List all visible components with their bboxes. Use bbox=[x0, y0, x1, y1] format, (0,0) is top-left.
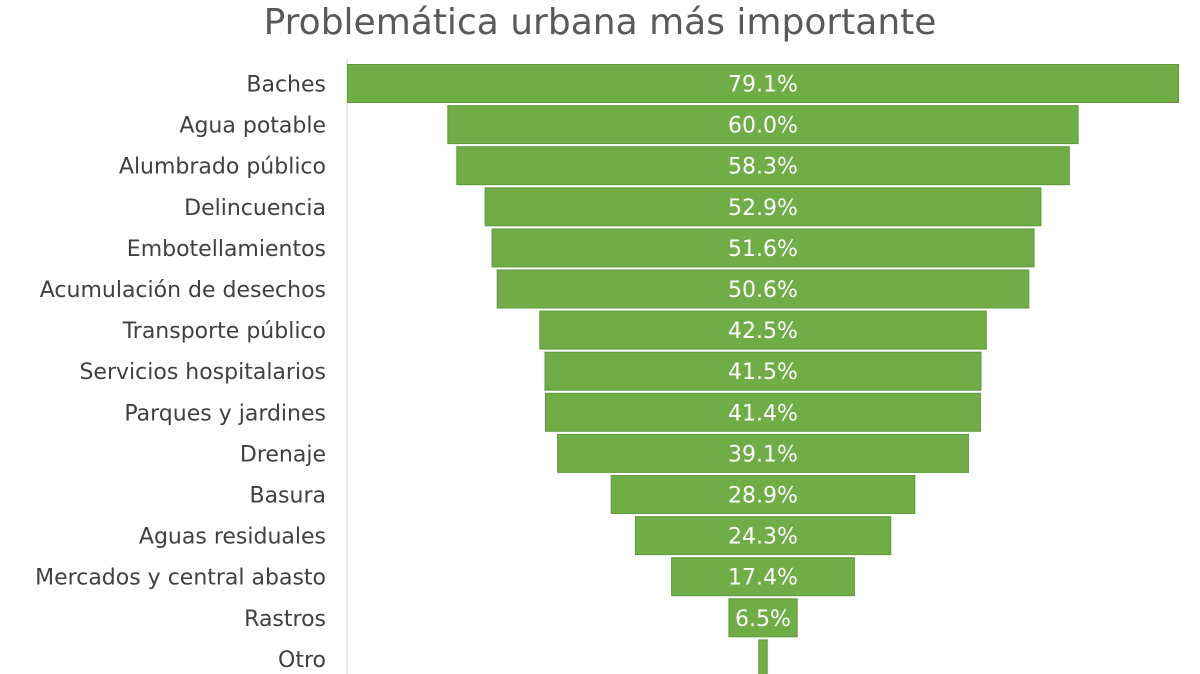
bar-10 bbox=[610, 475, 916, 514]
category-label-12: Mercados y central abasto bbox=[35, 566, 326, 591]
bar-7 bbox=[544, 351, 982, 391]
category-label-2: Alumbrado público bbox=[119, 155, 326, 180]
category-label-1: Agua potable bbox=[179, 114, 326, 139]
data-label-13: 6.5% bbox=[735, 607, 791, 632]
category-label-10: Basura bbox=[249, 484, 326, 509]
bar-14 bbox=[758, 639, 768, 674]
data-label-2: 58.3% bbox=[728, 155, 798, 180]
data-label-4: 51.6% bbox=[728, 237, 798, 262]
bar-1 bbox=[447, 105, 1079, 145]
data-label-0: 79.1% bbox=[728, 73, 798, 98]
data-label-8: 41.4% bbox=[728, 401, 798, 426]
bar-0 bbox=[347, 64, 1179, 103]
data-label-12: 17.4% bbox=[728, 566, 798, 591]
category-label-11: Aguas residuales bbox=[139, 525, 326, 550]
category-label-5: Acumulación de desechos bbox=[40, 278, 326, 303]
bar-12 bbox=[671, 557, 855, 597]
data-label-7: 41.5% bbox=[728, 360, 798, 385]
data-label-11: 24.3% bbox=[728, 525, 798, 550]
category-label-0: Baches bbox=[246, 73, 326, 98]
bar-11 bbox=[634, 516, 892, 556]
bar-5 bbox=[496, 269, 1030, 309]
category-label-6: Transporte público bbox=[122, 319, 326, 344]
category-label-8: Parques y jardines bbox=[124, 401, 326, 426]
data-label-3: 52.9% bbox=[728, 196, 798, 221]
category-label-3: Delincuencia bbox=[184, 196, 326, 221]
bar-13 bbox=[728, 598, 798, 638]
chart-title: Problemática urbana más importante bbox=[264, 2, 937, 43]
data-label-9: 39.1% bbox=[728, 442, 798, 467]
bar-6 bbox=[539, 310, 987, 350]
bar-3 bbox=[484, 187, 1042, 227]
bars-group bbox=[347, 64, 1179, 674]
category-label-13: Rastros bbox=[244, 607, 326, 632]
category-label-14: Otro bbox=[278, 648, 326, 673]
category-label-7: Servicios hospitalarios bbox=[79, 360, 326, 385]
bar-2 bbox=[456, 146, 1070, 186]
bar-8 bbox=[545, 392, 981, 432]
category-label-9: Drenaje bbox=[240, 442, 326, 467]
data-label-6: 42.5% bbox=[728, 319, 798, 344]
data-label-10: 28.9% bbox=[728, 484, 798, 509]
bar-4 bbox=[491, 228, 1035, 268]
category-label-4: Embotellamientos bbox=[127, 237, 326, 262]
category-labels-group: Baches Agua potable Alumbrado público Delin… bbox=[35, 73, 326, 673]
data-labels-group: 79.1% 60.0% 58.3% 52.9% 51.6% 50.6% 42.5% 41.5%… bbox=[728, 73, 798, 632]
bar-9 bbox=[557, 433, 969, 473]
data-label-5: 50.6% bbox=[728, 278, 798, 303]
data-label-1: 60.0% bbox=[728, 114, 798, 139]
